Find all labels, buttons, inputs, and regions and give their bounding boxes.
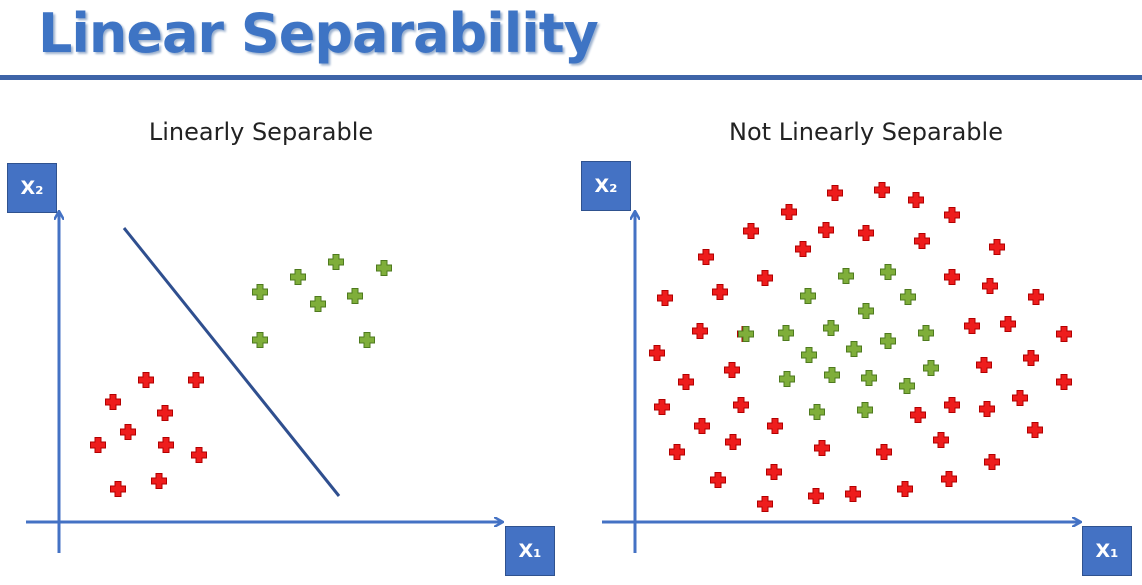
red-plus-icon (964, 318, 980, 334)
red-plus-icon (757, 270, 773, 286)
green-plus-icon (738, 326, 754, 342)
red-plus-icon (105, 394, 121, 410)
green-plus-icon (846, 341, 862, 357)
red-plus-icon (984, 454, 1000, 470)
red-plus-icon (158, 437, 174, 453)
red-plus-icon (818, 222, 834, 238)
red-plus-icon (725, 434, 741, 450)
green-plus-icon (838, 268, 854, 284)
green-plus-icon (858, 303, 874, 319)
red-plus-icon (90, 437, 106, 453)
red-plus-icon (138, 372, 154, 388)
red-plus-icon (698, 249, 714, 265)
red-plus-icon (1056, 374, 1072, 390)
red-plus-icon (724, 362, 740, 378)
red-plus-icon (1056, 326, 1072, 342)
red-plus-icon (1027, 422, 1043, 438)
green-plus-icon (809, 404, 825, 420)
red-plus-icon (692, 323, 708, 339)
green-plus-icon (823, 320, 839, 336)
red-plus-icon (678, 374, 694, 390)
red-plus-icon (1023, 350, 1039, 366)
red-plus-icon (110, 481, 126, 497)
green-plus-icon (880, 333, 896, 349)
green-plus-icon (800, 288, 816, 304)
green-plus-icon (918, 325, 934, 341)
red-plus-icon (669, 444, 685, 460)
green-plus-icon (801, 347, 817, 363)
green-plus-icon (857, 402, 873, 418)
red-plus-icon (982, 278, 998, 294)
red-plus-icon (710, 472, 726, 488)
green-plus-icon (861, 370, 877, 386)
red-plus-icon (976, 357, 992, 373)
green-plus-icon (252, 284, 268, 300)
red-plus-icon (933, 432, 949, 448)
red-plus-icon (657, 290, 673, 306)
data-points (90, 182, 1072, 512)
right-x-axis-label: X₁ (1082, 526, 1132, 576)
red-plus-icon (1012, 390, 1028, 406)
panel-title-separable: Linearly Separable (148, 118, 374, 146)
red-plus-icon (941, 471, 957, 487)
red-plus-icon (712, 284, 728, 300)
red-plus-icon (188, 372, 204, 388)
separating-line (122, 227, 341, 497)
green-plus-icon (376, 260, 392, 276)
red-plus-icon (858, 225, 874, 241)
red-plus-icon (827, 185, 843, 201)
red-plus-icon (874, 182, 890, 198)
green-plus-icon (310, 296, 326, 312)
green-plus-icon (880, 264, 896, 280)
green-plus-icon (899, 378, 915, 394)
red-plus-icon (151, 473, 167, 489)
red-plus-icon (944, 207, 960, 223)
green-plus-icon (923, 360, 939, 376)
green-plus-icon (347, 288, 363, 304)
title-divider (0, 75, 1142, 80)
red-plus-icon (1000, 316, 1016, 332)
red-plus-icon (694, 418, 710, 434)
red-plus-icon (733, 397, 749, 413)
red-plus-icon (897, 481, 913, 497)
red-plus-icon (944, 269, 960, 285)
red-plus-icon (795, 241, 811, 257)
red-plus-icon (757, 496, 773, 512)
slide-title: Linear Separability (38, 2, 599, 65)
green-plus-icon (359, 332, 375, 348)
red-plus-icon (766, 464, 782, 480)
red-plus-icon (191, 447, 207, 463)
red-plus-icon (649, 345, 665, 361)
red-plus-icon (120, 424, 136, 440)
red-plus-icon (944, 397, 960, 413)
right-y-axis-label: X₂ (581, 161, 631, 211)
red-plus-icon (845, 486, 861, 502)
left-y-axis-label: X₂ (7, 163, 57, 213)
red-plus-icon (808, 488, 824, 504)
red-plus-icon (654, 399, 670, 415)
green-plus-icon (328, 254, 344, 270)
red-plus-icon (767, 418, 783, 434)
green-plus-icon (779, 371, 795, 387)
red-plus-icon (1028, 289, 1044, 305)
green-plus-icon (824, 367, 840, 383)
red-plus-icon (989, 239, 1005, 255)
red-plus-icon (157, 405, 173, 421)
panel-title-not-separable: Not Linearly Separable (729, 118, 1003, 146)
left-x-axis-label: X₁ (505, 526, 555, 576)
red-plus-icon (781, 204, 797, 220)
red-plus-icon (814, 440, 830, 456)
green-plus-icon (290, 269, 306, 285)
red-plus-icon (914, 233, 930, 249)
red-plus-icon (743, 223, 759, 239)
green-plus-icon (778, 325, 794, 341)
red-plus-icon (876, 444, 892, 460)
green-plus-icon (252, 332, 268, 348)
red-plus-icon (979, 401, 995, 417)
red-plus-icon (910, 407, 926, 423)
green-plus-icon (900, 289, 916, 305)
red-plus-icon (908, 192, 924, 208)
